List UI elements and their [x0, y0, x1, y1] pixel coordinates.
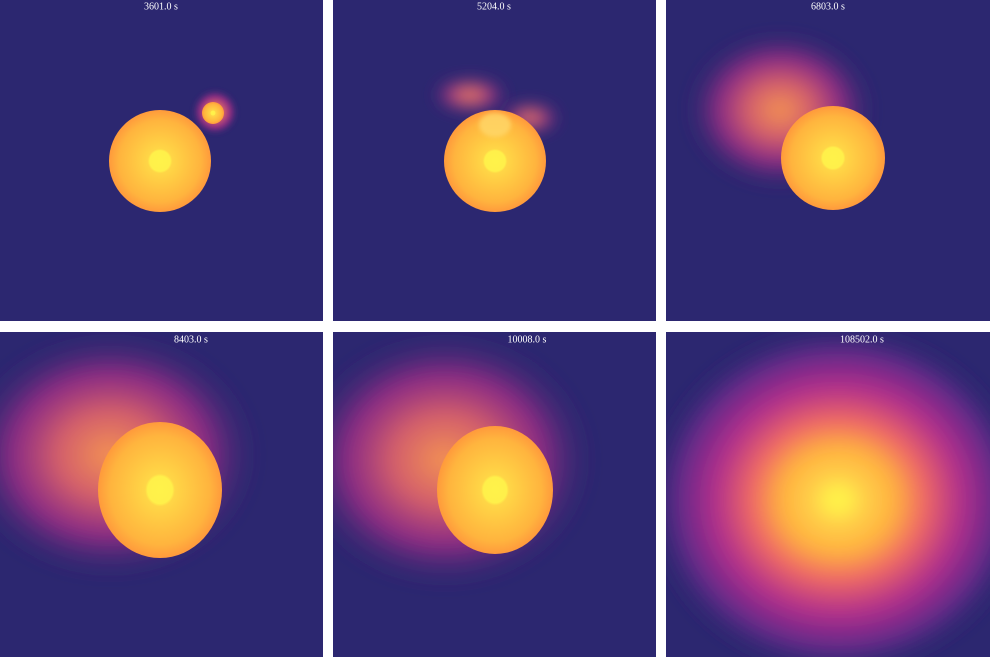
impact — [479, 113, 511, 137]
stream — [432, 77, 508, 113]
time-label: 5204.0 s — [477, 1, 511, 12]
companion-star — [202, 102, 224, 124]
panel: 5204.0 s — [333, 0, 656, 321]
time-label: 10008.0 s — [508, 334, 547, 345]
time-label: 108502.0 s — [840, 334, 884, 345]
panel: 6803.0 s — [666, 0, 990, 321]
time-label: 8403.0 s — [174, 334, 208, 345]
primary-star — [98, 422, 222, 558]
panel: 3601.0 s — [0, 0, 323, 321]
primary-star — [437, 426, 553, 554]
primary-star — [444, 110, 546, 212]
time-label: 3601.0 s — [144, 1, 178, 12]
time-label: 6803.0 s — [811, 1, 845, 12]
primary-star — [109, 110, 211, 212]
primary-star — [781, 106, 885, 210]
panel: 8403.0 s — [0, 332, 323, 657]
panel: 10008.0 s — [333, 332, 656, 657]
panel: 108502.0 s — [666, 332, 990, 657]
envelope — [666, 332, 990, 657]
